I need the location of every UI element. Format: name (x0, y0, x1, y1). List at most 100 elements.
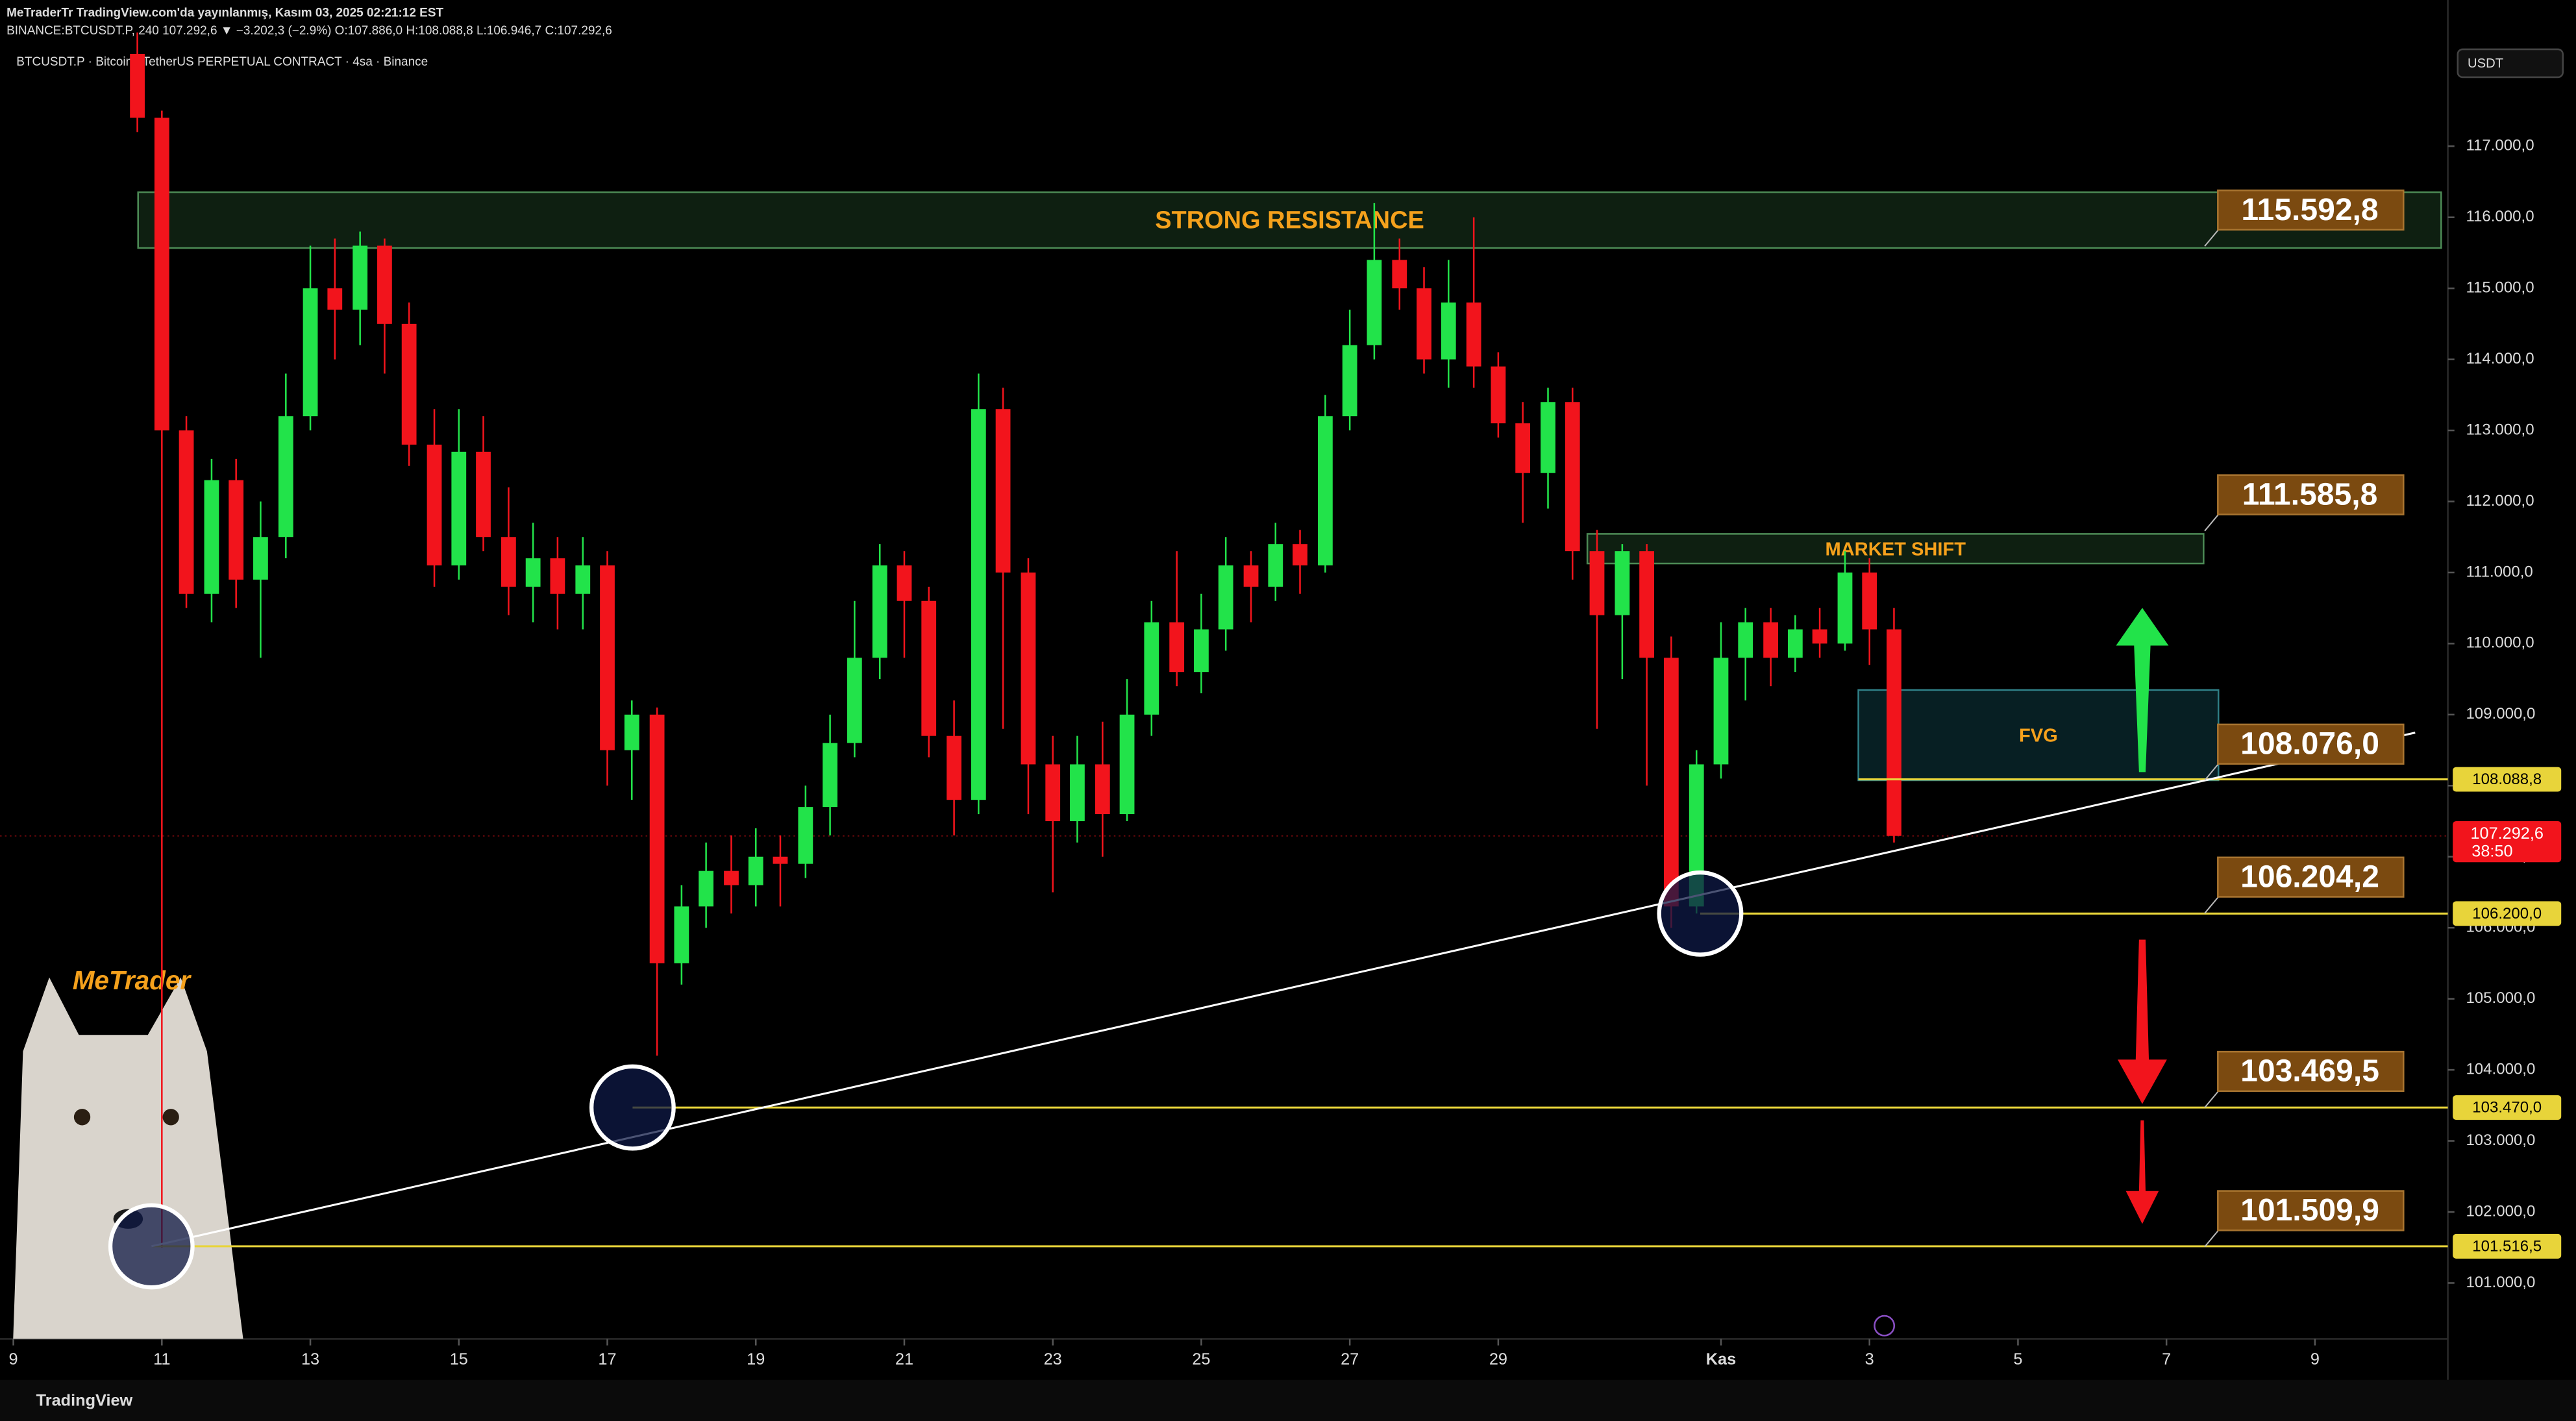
candle-body (699, 871, 713, 907)
candle-body (476, 451, 491, 538)
price-tag (2453, 821, 2562, 863)
x-tick-label: 13 (301, 1350, 319, 1368)
y-tick-label: 101.000,0 (2466, 1274, 2535, 1291)
wolf-eye (73, 1109, 91, 1126)
candle-body (1441, 303, 1456, 360)
brand: TradingView (36, 1391, 133, 1409)
arrows (2116, 608, 2169, 1224)
x-tick-label: 21 (895, 1350, 913, 1368)
y-tick-label: 116.000,0 (2466, 208, 2534, 225)
price-countdown: 38:50 (2471, 843, 2512, 861)
y-tick-label: 102.000,0 (2466, 1202, 2535, 1220)
candle-body (1466, 303, 1481, 367)
candle-body (624, 714, 639, 750)
y-tick-label: 105.000,0 (2466, 989, 2535, 1007)
candle-body (1392, 260, 1407, 289)
candle-body (1615, 551, 1630, 615)
wolf-eye (162, 1109, 179, 1126)
down-arrow (2117, 939, 2167, 1104)
candle-body (1144, 622, 1159, 715)
x-tick-label: 17 (598, 1350, 616, 1368)
plot-area: STRONG RESISTANCE MARKET SHIFT FVG (0, 32, 2448, 1290)
candle-body (1887, 629, 1901, 836)
level-tag-label: 101.516,5 (2472, 1238, 2542, 1255)
y-tick-label: 112.000,0 (2466, 492, 2534, 510)
level-tag (2453, 1095, 2562, 1120)
callout-box (2217, 1190, 2405, 1231)
trendline (151, 732, 2416, 1248)
alert-icon[interactable] (1874, 1315, 1896, 1337)
level-circle (589, 1064, 676, 1151)
candle-body (130, 53, 145, 118)
candle-body (525, 558, 541, 587)
level-tag-label: 108.088,8 (2472, 771, 2542, 788)
x-tick-label: 23 (1044, 1350, 1062, 1368)
candle-body (1169, 622, 1185, 673)
candle-body (1812, 629, 1827, 644)
publisher: MeTraderTr TradingView.com'da yayınlanmı… (6, 6, 443, 19)
price-tag-label: 107.292,6 (2470, 824, 2544, 843)
callout-box (2217, 189, 2405, 231)
callout-label: 115.592,8 (2241, 192, 2378, 227)
candle-body (1738, 622, 1753, 658)
candle-body (401, 323, 417, 445)
candle-body (1515, 423, 1531, 473)
candle-body (303, 288, 318, 417)
candle-body (253, 537, 268, 580)
up-arrow (2116, 608, 2169, 772)
x-tick-label: 3 (1865, 1350, 1874, 1368)
y-tick-label: 104.000,0 (2466, 1060, 2535, 1078)
candle-body (1342, 345, 1357, 417)
candle-body (1589, 551, 1605, 615)
level-tag-label: 103.470,0 (2472, 1099, 2542, 1117)
candle-body (377, 245, 392, 324)
level-circle (108, 1203, 195, 1290)
callout-label: 106.204,2 (2240, 859, 2379, 894)
candle-body (1293, 544, 1307, 566)
candle-body (451, 451, 467, 566)
candle-body (649, 714, 665, 963)
candle-body (1367, 260, 1382, 345)
candle-body (550, 558, 565, 594)
candle-body (229, 480, 244, 580)
candle-body (947, 735, 961, 800)
candle-body (724, 871, 739, 885)
currency-box[interactable] (2457, 48, 2564, 79)
candle-body (995, 409, 1011, 573)
candle-body (1639, 551, 1655, 658)
candle-body (674, 906, 689, 963)
level-circle (1657, 870, 1744, 957)
candle-body (1070, 764, 1085, 822)
candle-body (353, 245, 368, 310)
candle-body (427, 444, 442, 566)
candle-body (748, 856, 763, 885)
y-tick-label: 111.000,0 (2466, 563, 2533, 580)
level-tag (2453, 901, 2562, 926)
y-tick-label: 103.000,0 (2466, 1131, 2535, 1149)
x-tick-label: 11 (153, 1350, 170, 1368)
y-tick-label: 117.000,0 (2466, 137, 2534, 154)
x-tick-label: 9 (2310, 1350, 2320, 1368)
candle-body (154, 117, 169, 431)
callout-box (2217, 723, 2405, 765)
callout-label: 111.585,8 (2242, 476, 2378, 512)
currency[interactable]: USDT (2468, 56, 2503, 71)
candle-body (1045, 764, 1061, 822)
candle-body (773, 856, 788, 864)
x-tick-label: 5 (2013, 1350, 2022, 1368)
candle-body (600, 565, 615, 750)
x-tick-label: 9 (9, 1350, 18, 1368)
callout-label: 103.469,5 (2240, 1054, 2379, 1089)
x-tick-label: 15 (450, 1350, 468, 1368)
candle-body (1862, 572, 1877, 630)
candle-body (897, 565, 912, 601)
candle-body (1763, 622, 1778, 658)
candle-body (1787, 629, 1803, 658)
x-tick-label: 29 (1489, 1350, 1507, 1368)
x-tick-label: Kas (1706, 1350, 1736, 1368)
candle-body (1491, 366, 1506, 424)
down-arrow (2125, 1120, 2159, 1224)
zone (137, 191, 2442, 249)
y-tick-label: 113.000,0 (2466, 421, 2534, 438)
